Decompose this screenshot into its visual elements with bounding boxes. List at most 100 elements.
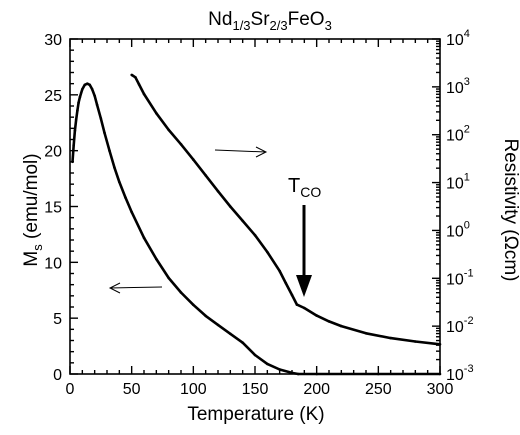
x-tick-label: 50 [123, 381, 141, 398]
series-line-magnetization [71, 82, 440, 376]
y-right-tick-label: 102 [446, 124, 470, 145]
data-point-resistivity [134, 76, 137, 79]
data-point-magnetization [155, 257, 158, 261]
y-right-tick-label: 101 [446, 172, 470, 193]
y-axis-label-left: Ms (emu/mol) [21, 153, 45, 266]
data-point-magnetization [118, 180, 121, 184]
data-point-resistivity [241, 219, 244, 223]
data-point-magnetization [83, 83, 87, 87]
data-point-resistivity [290, 293, 294, 297]
y-right-tick-label: 104 [446, 28, 470, 49]
x-tick-label: 250 [365, 381, 392, 398]
y-right-tick-label: 100 [446, 219, 470, 240]
data-point-magnetization [192, 303, 195, 307]
y-right-tick-label: 10-2 [446, 315, 474, 336]
x-axis-label: Temperature (K) [187, 404, 324, 425]
data-point-magnetization [86, 82, 89, 85]
data-point-resistivity [389, 336, 393, 340]
data-point-resistivity [229, 205, 232, 208]
data-point-magnetization [296, 372, 300, 376]
data-point-magnetization [77, 101, 80, 104]
data-point-magnetization [253, 353, 257, 357]
data-point-magnetization [95, 103, 99, 107]
data-point-resistivity [438, 343, 442, 346]
data-point-magnetization [99, 117, 103, 120]
data-point-magnetization [93, 94, 96, 98]
chart-title: Nd1/3Sr2/3FeO3 [208, 9, 332, 33]
tco-label: TCO [288, 175, 321, 200]
data-point-magnetization [241, 341, 244, 345]
tco-arrow-head [296, 275, 312, 297]
data-point-resistivity [204, 174, 207, 177]
data-point-magnetization [438, 372, 442, 376]
x-tick-label: 200 [303, 381, 330, 398]
data-point-magnetization [124, 196, 127, 199]
data-point-magnetization [72, 143, 75, 147]
data-point-magnetization [229, 332, 232, 336]
data-point-magnetization [88, 83, 91, 87]
data-point-magnetization [266, 362, 269, 366]
y-left-tick-label: 0 [53, 367, 62, 384]
data-point-resistivity [327, 320, 331, 323]
data-point-resistivity [303, 306, 306, 310]
data-point-magnetization [74, 118, 78, 121]
arrow-to-right-axis-shaft [214, 149, 267, 153]
data-point-magnetization [113, 166, 116, 169]
y-left-tick-label: 10 [44, 255, 62, 272]
data-point-resistivity [216, 189, 220, 193]
data-point-resistivity [142, 92, 146, 96]
data-point-resistivity [315, 314, 319, 317]
data-point-resistivity [179, 143, 183, 146]
data-point-magnetization [73, 129, 77, 132]
data-point-resistivity [155, 111, 158, 115]
data-point-magnetization [290, 371, 294, 375]
y-right-tick-label: 10-1 [446, 267, 474, 288]
data-point-resistivity [340, 324, 343, 328]
data-point-resistivity [295, 303, 299, 306]
data-point-magnetization [90, 88, 94, 91]
x-tick-label: 300 [427, 381, 454, 398]
data-point-magnetization [167, 276, 170, 280]
data-point-resistivity [130, 73, 133, 77]
data-point-magnetization [103, 131, 106, 135]
data-point-magnetization [71, 160, 74, 164]
data-point-resistivity [137, 83, 141, 86]
data-point-magnetization [78, 95, 82, 99]
y-left-tick-label: 15 [44, 200, 62, 217]
data-point-magnetization [130, 210, 133, 214]
y-right-tick-label: 103 [446, 76, 470, 97]
arrow-to-left-axis-head [108, 282, 121, 294]
y-right-tick-label: 10-3 [446, 363, 474, 384]
data-point-magnetization [315, 372, 319, 376]
arrow-to-right-axis-head [255, 146, 268, 158]
arrow-to-left-axis-shaft [109, 286, 163, 289]
data-point-magnetization [204, 314, 207, 318]
y-left-tick-label: 5 [53, 311, 62, 328]
data-point-resistivity [192, 158, 195, 161]
x-tick-label: 150 [242, 381, 269, 398]
data-point-magnetization [81, 88, 84, 91]
series-line-resistivity [130, 73, 441, 346]
data-point-magnetization [278, 368, 282, 371]
plot-frame [69, 38, 441, 375]
data-point-resistivity [167, 128, 170, 132]
data-point-resistivity [284, 281, 288, 285]
y-left-tick-label: 20 [44, 144, 62, 161]
data-point-magnetization [142, 236, 146, 240]
y-left-tick-label: 30 [44, 32, 62, 49]
axis-ticks [69, 38, 441, 375]
data-point-magnetization [179, 291, 183, 294]
x-tick-label: 100 [180, 381, 207, 398]
y-axis-label-right: Resistivity (Ωcm) [500, 139, 520, 282]
data-point-magnetization [108, 149, 111, 152]
data-point-resistivity [253, 233, 257, 237]
data-series [71, 73, 442, 376]
axis-tick-labels: 0 50 100 150 200 250 300 0 5 10 15 20 25 30 10-3 10-2 10… [44, 28, 473, 398]
data-point-magnetization [76, 109, 79, 112]
x-tick-label: 0 [66, 381, 75, 398]
data-point-magnetization [377, 372, 380, 376]
data-point-resistivity [278, 269, 282, 273]
y-left-tick-label: 25 [44, 88, 62, 105]
